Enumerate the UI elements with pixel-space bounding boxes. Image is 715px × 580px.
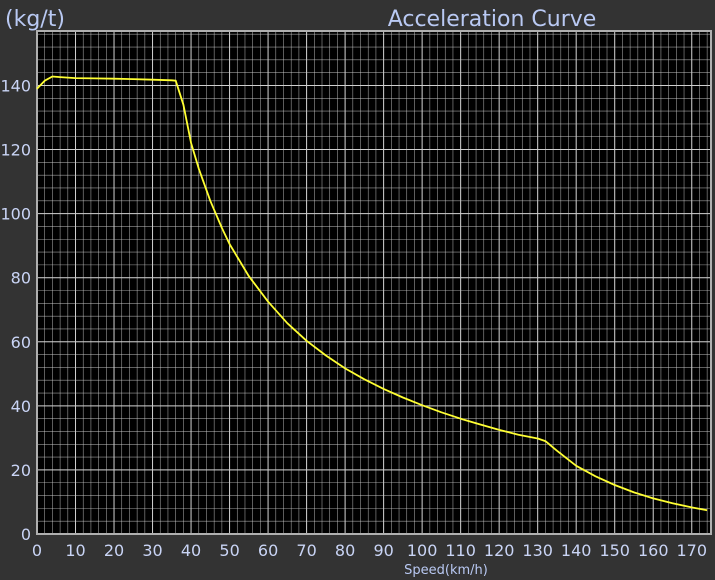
x-tick-label: 90 (373, 541, 393, 560)
x-axis-ticks: 0 10 20 30 40 50 60 70 80 90 100 110 120 130 140 150 160… (32, 541, 707, 560)
x-tick-label: 150 (599, 541, 630, 560)
chart-title: Acceleration Curve (388, 7, 597, 32)
y-tick-label: 20 (11, 461, 31, 480)
x-tick-label: 110 (445, 541, 476, 560)
x-tick-label: 40 (181, 541, 201, 560)
x-tick-label: 50 (219, 541, 239, 560)
x-tick-label: 120 (484, 541, 515, 560)
x-tick-label: 160 (638, 541, 669, 560)
y-axis-ticks: 0 20 40 60 80 100 120 140 (0, 76, 31, 544)
x-tick-label: 60 (258, 541, 278, 560)
y-tick-label: 60 (11, 333, 31, 352)
x-axis-label: Speed(km/h) (404, 563, 488, 578)
y-tick-label: 120 (0, 141, 31, 160)
y-tick-label: 80 (11, 269, 31, 288)
plot-area (37, 31, 711, 534)
y-tick-label: 140 (0, 76, 31, 95)
x-tick-label: 100 (407, 541, 438, 560)
y-axis-label: (kg/t) (5, 7, 65, 32)
x-tick-label: 30 (142, 541, 162, 560)
plot-frame (36, 30, 712, 535)
x-tick-label: 140 (561, 541, 592, 560)
x-tick-label: 170 (676, 541, 707, 560)
x-tick-label: 70 (296, 541, 316, 560)
y-tick-label: 40 (11, 397, 31, 416)
x-tick-label: 20 (104, 541, 124, 560)
y-tick-label: 100 (0, 205, 31, 224)
x-tick-label: 130 (522, 541, 553, 560)
x-tick-label: 10 (65, 541, 85, 560)
x-tick-label: 80 (335, 541, 355, 560)
y-tick-label: 0 (21, 525, 31, 544)
x-tick-label: 0 (32, 541, 42, 560)
major-grid (36, 31, 711, 535)
series-line-acceleration (36, 75, 708, 512)
